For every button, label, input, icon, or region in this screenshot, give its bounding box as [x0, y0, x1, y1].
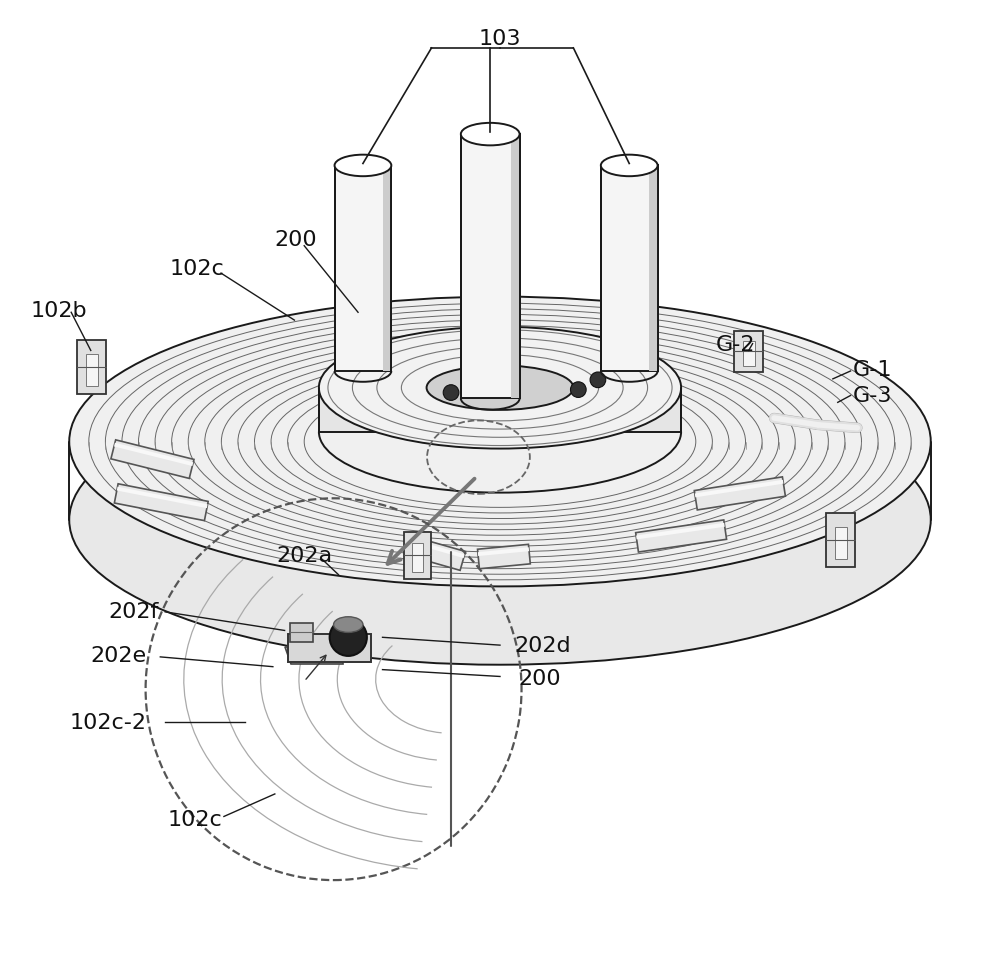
Ellipse shape — [335, 156, 391, 177]
Ellipse shape — [319, 328, 681, 449]
Bar — [743, 342, 755, 367]
Text: 102c: 102c — [169, 259, 224, 279]
Bar — [383, 166, 391, 372]
Text: G-3: G-3 — [852, 385, 892, 405]
Ellipse shape — [601, 156, 658, 177]
Text: 202e: 202e — [91, 645, 147, 665]
Polygon shape — [117, 487, 208, 509]
Polygon shape — [478, 545, 530, 569]
Text: 102c: 102c — [167, 810, 222, 829]
Polygon shape — [695, 480, 783, 498]
Bar — [77, 341, 106, 395]
Ellipse shape — [69, 376, 931, 665]
Circle shape — [570, 382, 586, 398]
Polygon shape — [285, 647, 343, 664]
Circle shape — [443, 385, 459, 401]
Text: 103: 103 — [479, 29, 521, 49]
Polygon shape — [478, 548, 529, 556]
Bar — [319, 388, 681, 432]
Text: G-2: G-2 — [715, 334, 755, 354]
Bar — [649, 166, 658, 372]
Ellipse shape — [427, 366, 573, 411]
Text: G-1: G-1 — [852, 360, 892, 379]
Polygon shape — [114, 484, 208, 521]
Circle shape — [590, 373, 606, 388]
Text: 200: 200 — [275, 230, 317, 249]
Polygon shape — [114, 443, 193, 467]
Text: 200: 200 — [519, 669, 561, 689]
Text: 202d: 202d — [515, 636, 571, 655]
Text: 202a: 202a — [277, 546, 333, 565]
Bar — [412, 544, 423, 572]
Polygon shape — [636, 520, 727, 553]
Bar — [86, 354, 98, 386]
Polygon shape — [111, 440, 194, 479]
Bar — [290, 623, 313, 643]
Bar — [511, 135, 520, 399]
Polygon shape — [636, 523, 725, 540]
Text: 102c-2: 102c-2 — [69, 712, 146, 732]
Bar — [734, 332, 763, 373]
Polygon shape — [694, 477, 785, 511]
Bar — [288, 635, 371, 662]
Ellipse shape — [69, 297, 931, 587]
Ellipse shape — [330, 619, 367, 656]
Text: 202f: 202f — [108, 601, 159, 621]
Polygon shape — [422, 543, 465, 558]
Text: 102b: 102b — [30, 301, 87, 321]
Ellipse shape — [461, 124, 520, 147]
Bar — [404, 532, 431, 579]
Ellipse shape — [334, 617, 363, 633]
Bar — [826, 514, 855, 567]
Bar — [461, 135, 520, 399]
Bar — [835, 527, 847, 559]
Bar — [601, 166, 658, 372]
Bar — [335, 166, 391, 372]
Polygon shape — [419, 540, 465, 571]
